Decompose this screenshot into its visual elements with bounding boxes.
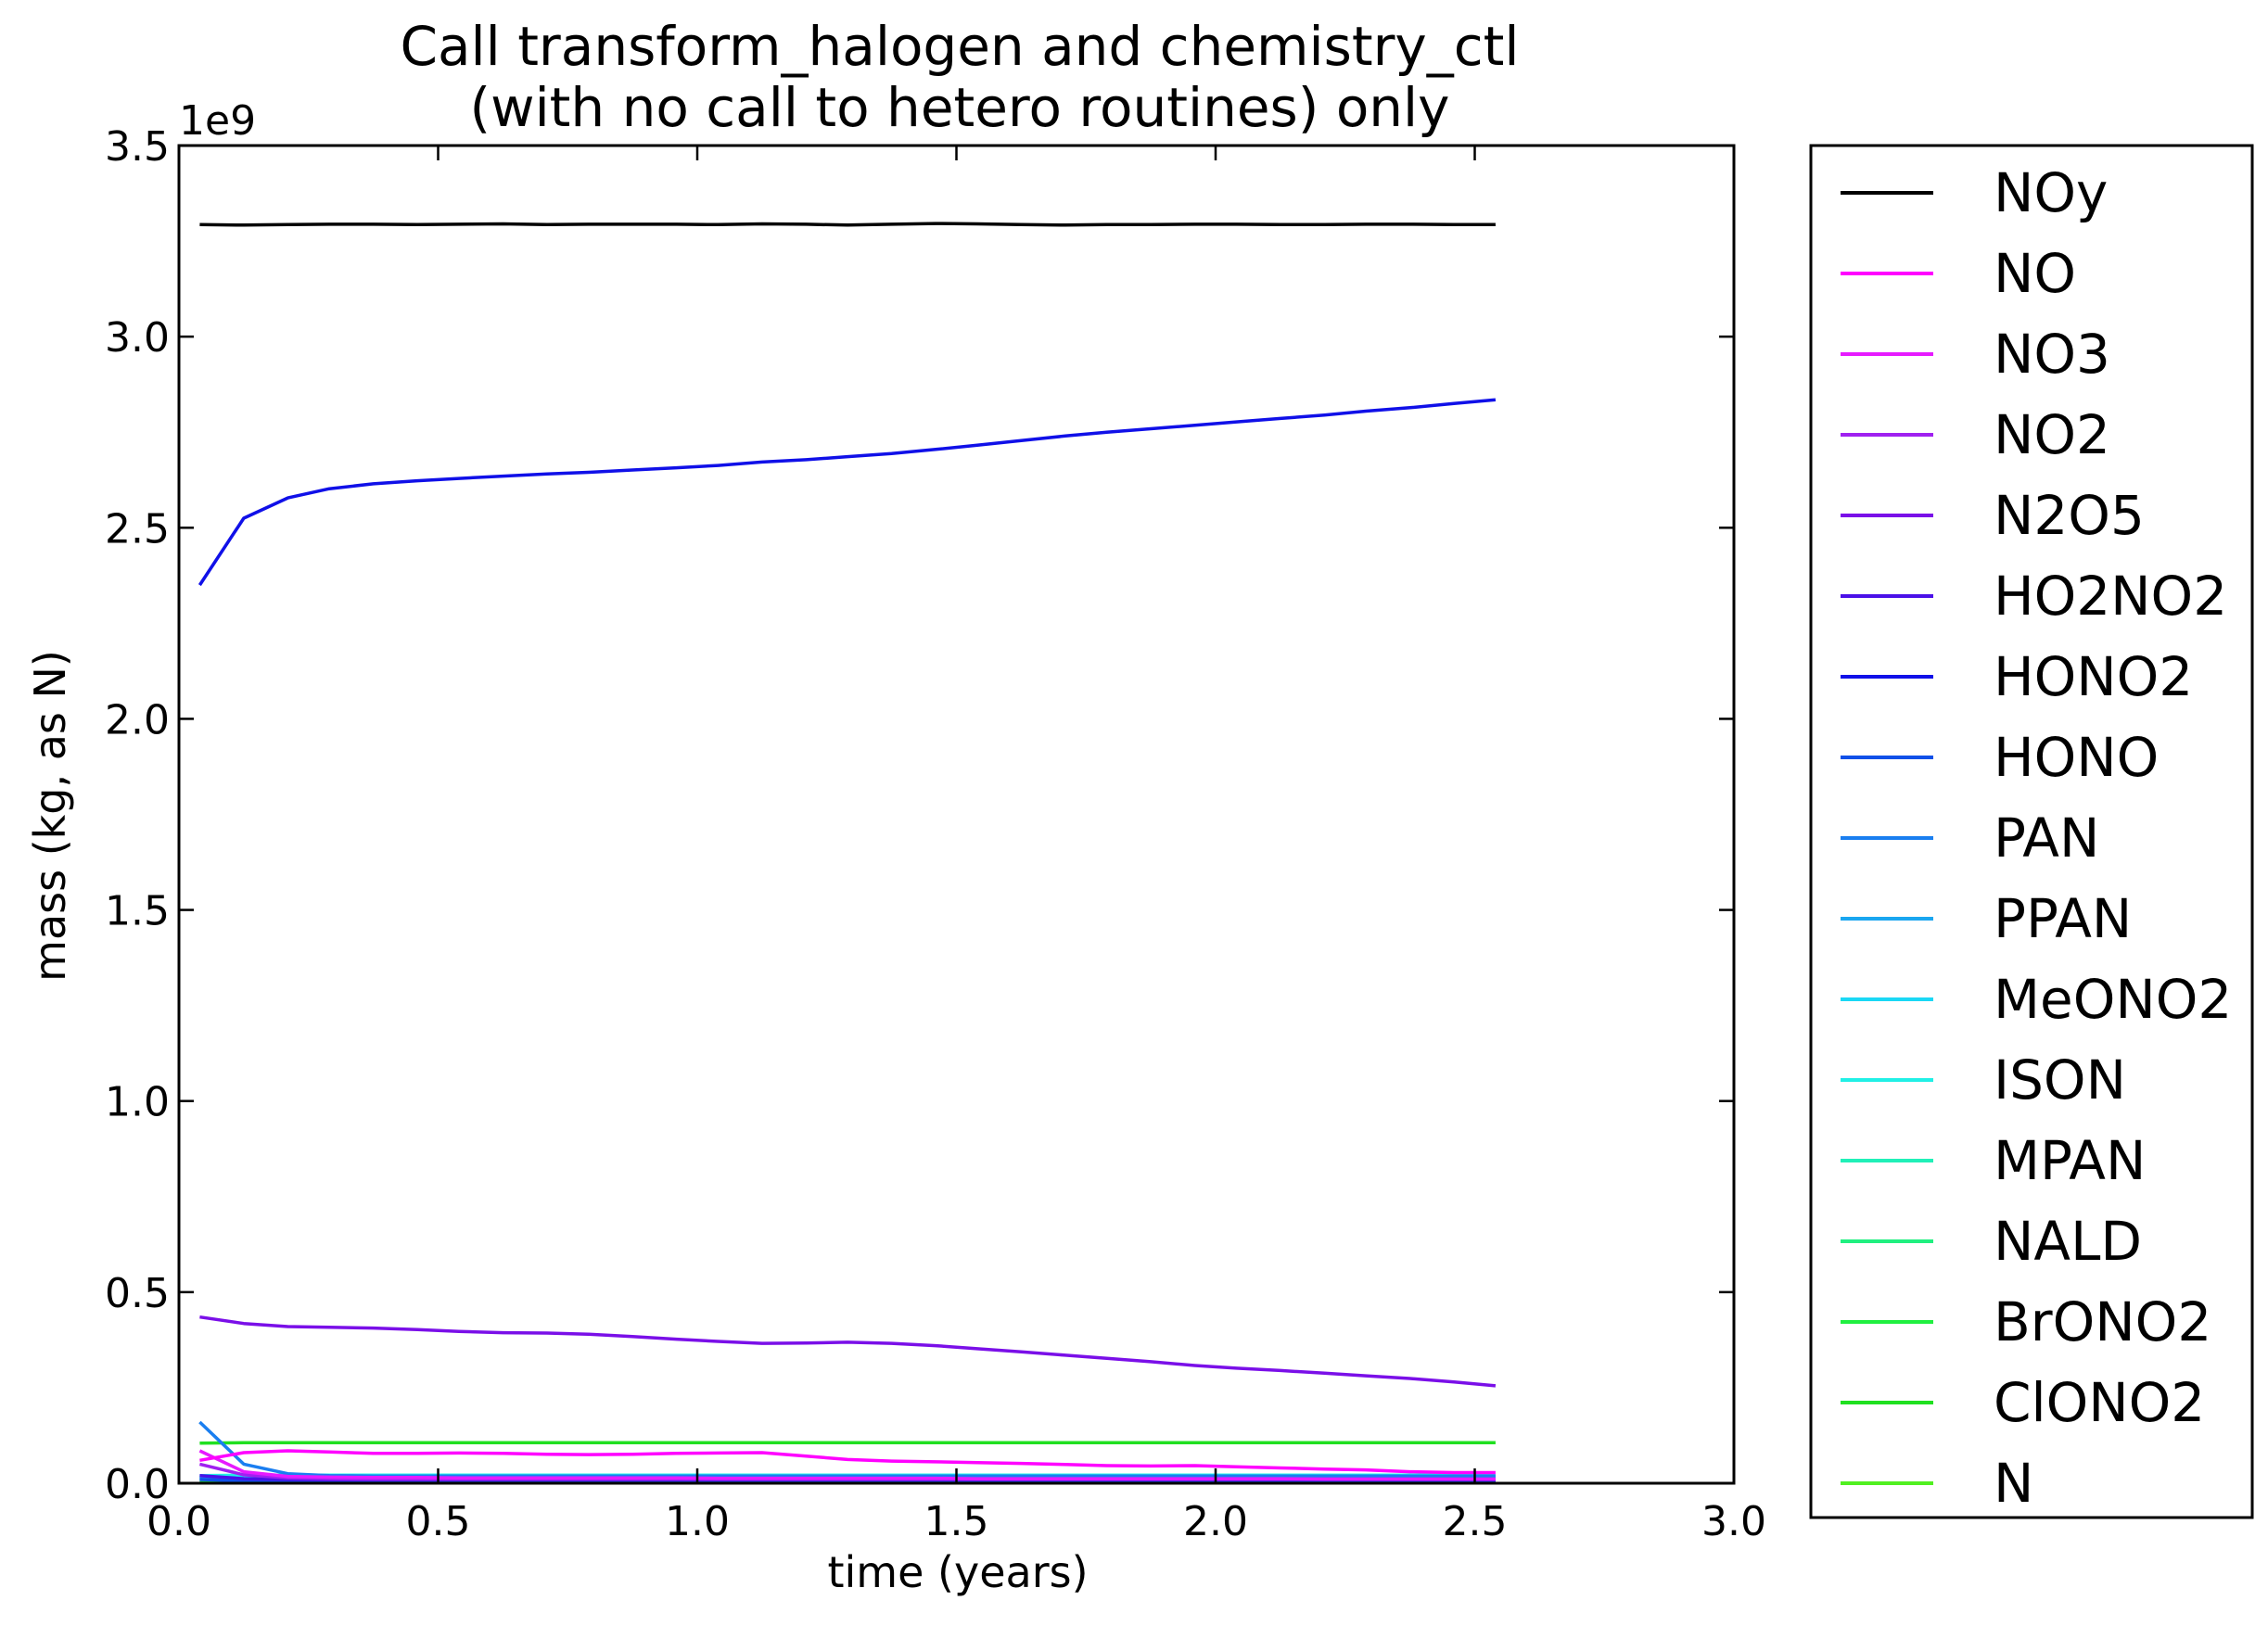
y-tick-label: 0.0 bbox=[105, 1461, 170, 1508]
x-axis-label: time (years) bbox=[827, 1547, 1088, 1597]
legend-label-mpan: MPAN bbox=[1994, 1129, 2146, 1192]
plot-lines bbox=[197, 222, 1497, 1485]
legend-label-meono2: MeONO2 bbox=[1994, 968, 2232, 1031]
x-tick-label: 2.0 bbox=[1183, 1498, 1248, 1545]
y-tick-label: 1.0 bbox=[105, 1079, 170, 1126]
x-tick-label: 1.5 bbox=[924, 1498, 989, 1545]
axis-ticks: 0.0 0.5 1.0 1.5 2.0 2.5 3.0 0.0 0.5 1.0 1.5 2.0 2.5 3… bbox=[105, 123, 1766, 1545]
legend-label-no3: NO3 bbox=[1994, 323, 2110, 386]
y-tick-label: 0.5 bbox=[105, 1270, 170, 1317]
x-tick-label: 2.5 bbox=[1443, 1498, 1508, 1545]
x-tick-label: 1.0 bbox=[665, 1498, 730, 1545]
legend-frame bbox=[1809, 144, 2254, 1519]
legend: NOy NO NO3 NO2 N2O5 HO2NO2 HONO2 HONO PAN PPAN MeO… bbox=[1809, 144, 2254, 1519]
y-tick-label: 3.5 bbox=[105, 123, 170, 171]
legend-label-hono: HONO bbox=[1994, 726, 2159, 789]
legend-label-no2: NO2 bbox=[1994, 403, 2110, 466]
legend-label-pan: PAN bbox=[1994, 807, 2099, 870]
legend-label-clono2: ClONO2 bbox=[1994, 1371, 2205, 1434]
x-tick-label: 3.0 bbox=[1701, 1498, 1766, 1545]
y-tick-label: 2.0 bbox=[105, 696, 170, 743]
series-line-no3 bbox=[198, 1449, 1496, 1481]
x-tick-label: 0.0 bbox=[147, 1498, 211, 1545]
legend-label-brono2: BrONO2 bbox=[1994, 1290, 2211, 1353]
y-multiplier-label: 1e9 bbox=[179, 97, 256, 145]
series-line-hono2 bbox=[197, 398, 1497, 587]
y-tick-label: 2.5 bbox=[105, 505, 170, 553]
legend-label-ho2no2: HO2NO2 bbox=[1994, 565, 2227, 628]
y-axis-label: mass (kg, as N) bbox=[25, 650, 75, 982]
series-line-n2o5 bbox=[199, 1315, 1497, 1388]
legend-label-no: NO bbox=[1994, 242, 2076, 305]
legend-label-ppan: PPAN bbox=[1994, 887, 2132, 950]
chart-title-line-1: Call transform_halogen and chemistry_ctl bbox=[400, 15, 1519, 78]
legend-label-n: N bbox=[1994, 1452, 2033, 1515]
chart-title-line-2: (with no call to hetero routines) only bbox=[470, 76, 1450, 139]
legend-label-noy: NOy bbox=[1994, 161, 2108, 224]
legend-label-ison: ISON bbox=[1994, 1048, 2126, 1112]
legend-label-n2o5: N2O5 bbox=[1994, 484, 2145, 547]
series-line-no bbox=[199, 1449, 1496, 1475]
y-tick-label: 3.0 bbox=[105, 314, 170, 362]
chart-title: Call transform_halogen and chemistry_ctl… bbox=[400, 15, 1519, 139]
x-tick-label: 0.5 bbox=[406, 1498, 471, 1545]
y-tick-label: 1.5 bbox=[105, 888, 170, 935]
series-line-noy bbox=[199, 222, 1496, 227]
legend-label-nald: NALD bbox=[1994, 1210, 2142, 1273]
legend-label-hono2: HONO2 bbox=[1994, 645, 2193, 708]
plot-frame bbox=[177, 144, 1736, 1485]
